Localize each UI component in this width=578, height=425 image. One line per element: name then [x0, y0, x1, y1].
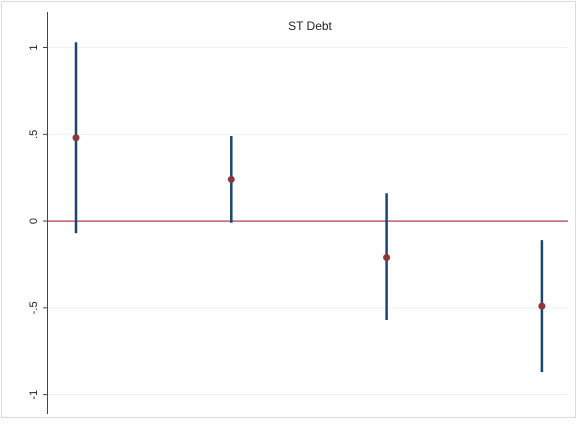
y-tick-label: 1	[28, 44, 40, 50]
point	[383, 254, 391, 262]
point	[72, 134, 80, 142]
y-tick-label: -.5	[28, 301, 40, 314]
y-tick-label: -1	[28, 390, 40, 400]
point	[538, 302, 546, 310]
chart-title: ST Debt	[288, 19, 332, 33]
y-tick-label: .5	[28, 130, 40, 139]
frame	[1, 1, 576, 418]
y-tick-label: 0	[28, 218, 40, 224]
point	[227, 175, 235, 183]
